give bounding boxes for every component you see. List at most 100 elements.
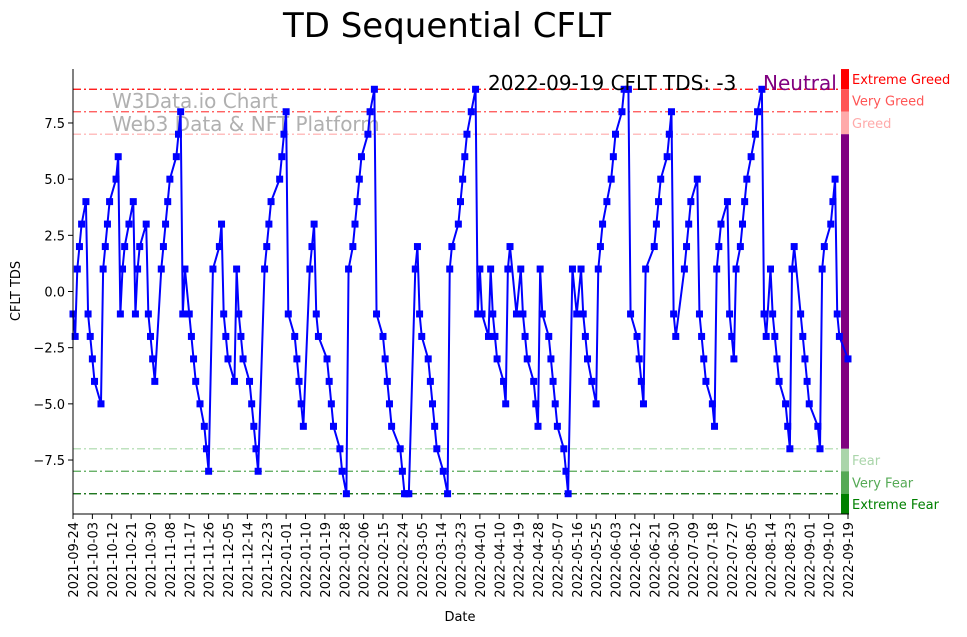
x-tick-label: 2022-01-10 xyxy=(300,522,315,598)
data-point xyxy=(327,400,335,408)
data-point xyxy=(547,355,555,363)
data-point xyxy=(396,445,404,453)
zone-swatch xyxy=(841,493,849,514)
chart-title: TD Sequential CFLT xyxy=(282,6,611,46)
data-point xyxy=(366,108,374,116)
x-tick-label: 2022-04-19 xyxy=(513,522,528,598)
data-point xyxy=(429,400,437,408)
data-point xyxy=(560,445,568,453)
data-point xyxy=(345,265,353,273)
x-ticks: 2021-09-24 2021-10-03 2021-10-12 2021-10-21… xyxy=(67,514,857,598)
data-point xyxy=(166,175,174,183)
data-point xyxy=(715,243,723,251)
data-point xyxy=(760,310,768,318)
data-point xyxy=(147,332,154,340)
data-point xyxy=(172,153,180,161)
data-point xyxy=(562,467,570,475)
data-point xyxy=(306,265,314,273)
data-point xyxy=(314,332,322,340)
data-point xyxy=(416,310,424,318)
data-point xyxy=(220,310,228,318)
series-cflt-tds xyxy=(69,85,852,498)
data-point xyxy=(736,243,744,251)
data-point xyxy=(82,198,90,206)
data-point xyxy=(142,220,150,228)
data-point xyxy=(106,198,114,206)
data-point xyxy=(222,332,230,340)
data-point xyxy=(642,265,650,273)
data-point xyxy=(267,198,275,206)
data-point xyxy=(224,355,232,363)
data-point xyxy=(489,310,497,318)
data-point xyxy=(159,243,167,251)
data-point xyxy=(553,422,561,430)
data-point xyxy=(448,243,456,251)
x-tick-label: 2021-12-23 xyxy=(261,522,276,598)
data-point xyxy=(349,243,357,251)
data-point xyxy=(467,108,475,116)
y-ticks: −7.5 −5.0 −2.5 0.0 2.5 5.0 7.5 xyxy=(33,117,73,469)
data-point xyxy=(174,130,182,138)
data-point xyxy=(519,310,527,318)
data-point xyxy=(708,400,716,408)
latest-annotation: 2022-09-19 CFLT TDS: -3 xyxy=(488,71,736,95)
data-point xyxy=(741,198,749,206)
data-point xyxy=(512,310,520,318)
zone-label: Extreme Greed xyxy=(852,73,950,88)
data-point xyxy=(248,400,256,408)
x-tick-label: 2022-05-25 xyxy=(590,522,605,598)
data-point xyxy=(398,467,406,475)
zone-swatch xyxy=(841,89,849,112)
data-point xyxy=(680,265,688,273)
data-point xyxy=(655,198,663,206)
data-point xyxy=(747,153,755,161)
data-point xyxy=(484,332,492,340)
data-point xyxy=(730,355,738,363)
data-point xyxy=(114,153,122,161)
data-point xyxy=(657,175,665,183)
data-point xyxy=(618,108,626,116)
data-point xyxy=(230,377,238,385)
zone-swatch xyxy=(841,471,849,494)
data-point xyxy=(784,422,792,430)
data-point xyxy=(700,355,708,363)
x-tick-label: 2022-09-19 xyxy=(842,522,857,598)
data-point xyxy=(536,265,544,273)
data-point xyxy=(739,220,747,228)
data-point xyxy=(723,198,731,206)
data-point xyxy=(816,445,824,453)
data-point xyxy=(790,243,798,251)
data-point xyxy=(282,108,290,116)
data-point xyxy=(782,400,790,408)
x-tick-label: 2022-04-01 xyxy=(474,522,489,598)
y-tick-label: −7.5 xyxy=(33,454,65,469)
data-point xyxy=(205,467,213,475)
x-tick-label: 2021-11-08 xyxy=(164,522,179,598)
data-point xyxy=(446,265,454,273)
zone-swatch xyxy=(841,134,849,449)
data-point xyxy=(261,265,269,273)
data-point xyxy=(280,130,288,138)
data-point xyxy=(312,310,320,318)
data-point xyxy=(767,265,774,273)
data-point xyxy=(134,265,142,273)
data-point xyxy=(596,243,604,251)
data-point xyxy=(125,220,133,228)
data-point xyxy=(667,108,675,116)
data-point xyxy=(295,377,303,385)
data-point xyxy=(775,377,783,385)
data-point xyxy=(73,265,81,273)
y-tick-label: 7.5 xyxy=(44,117,65,132)
data-point xyxy=(86,332,94,340)
data-point xyxy=(487,265,495,273)
x-tick-label: 2022-06-21 xyxy=(648,522,663,598)
data-point xyxy=(121,243,129,251)
data-point xyxy=(88,355,96,363)
data-point xyxy=(831,175,839,183)
data-point xyxy=(338,467,346,475)
data-point xyxy=(786,445,794,453)
x-tick-label: 2022-04-10 xyxy=(493,522,508,598)
data-point xyxy=(84,310,92,318)
data-point xyxy=(119,265,127,273)
x-tick-label: 2022-01-19 xyxy=(319,522,334,598)
